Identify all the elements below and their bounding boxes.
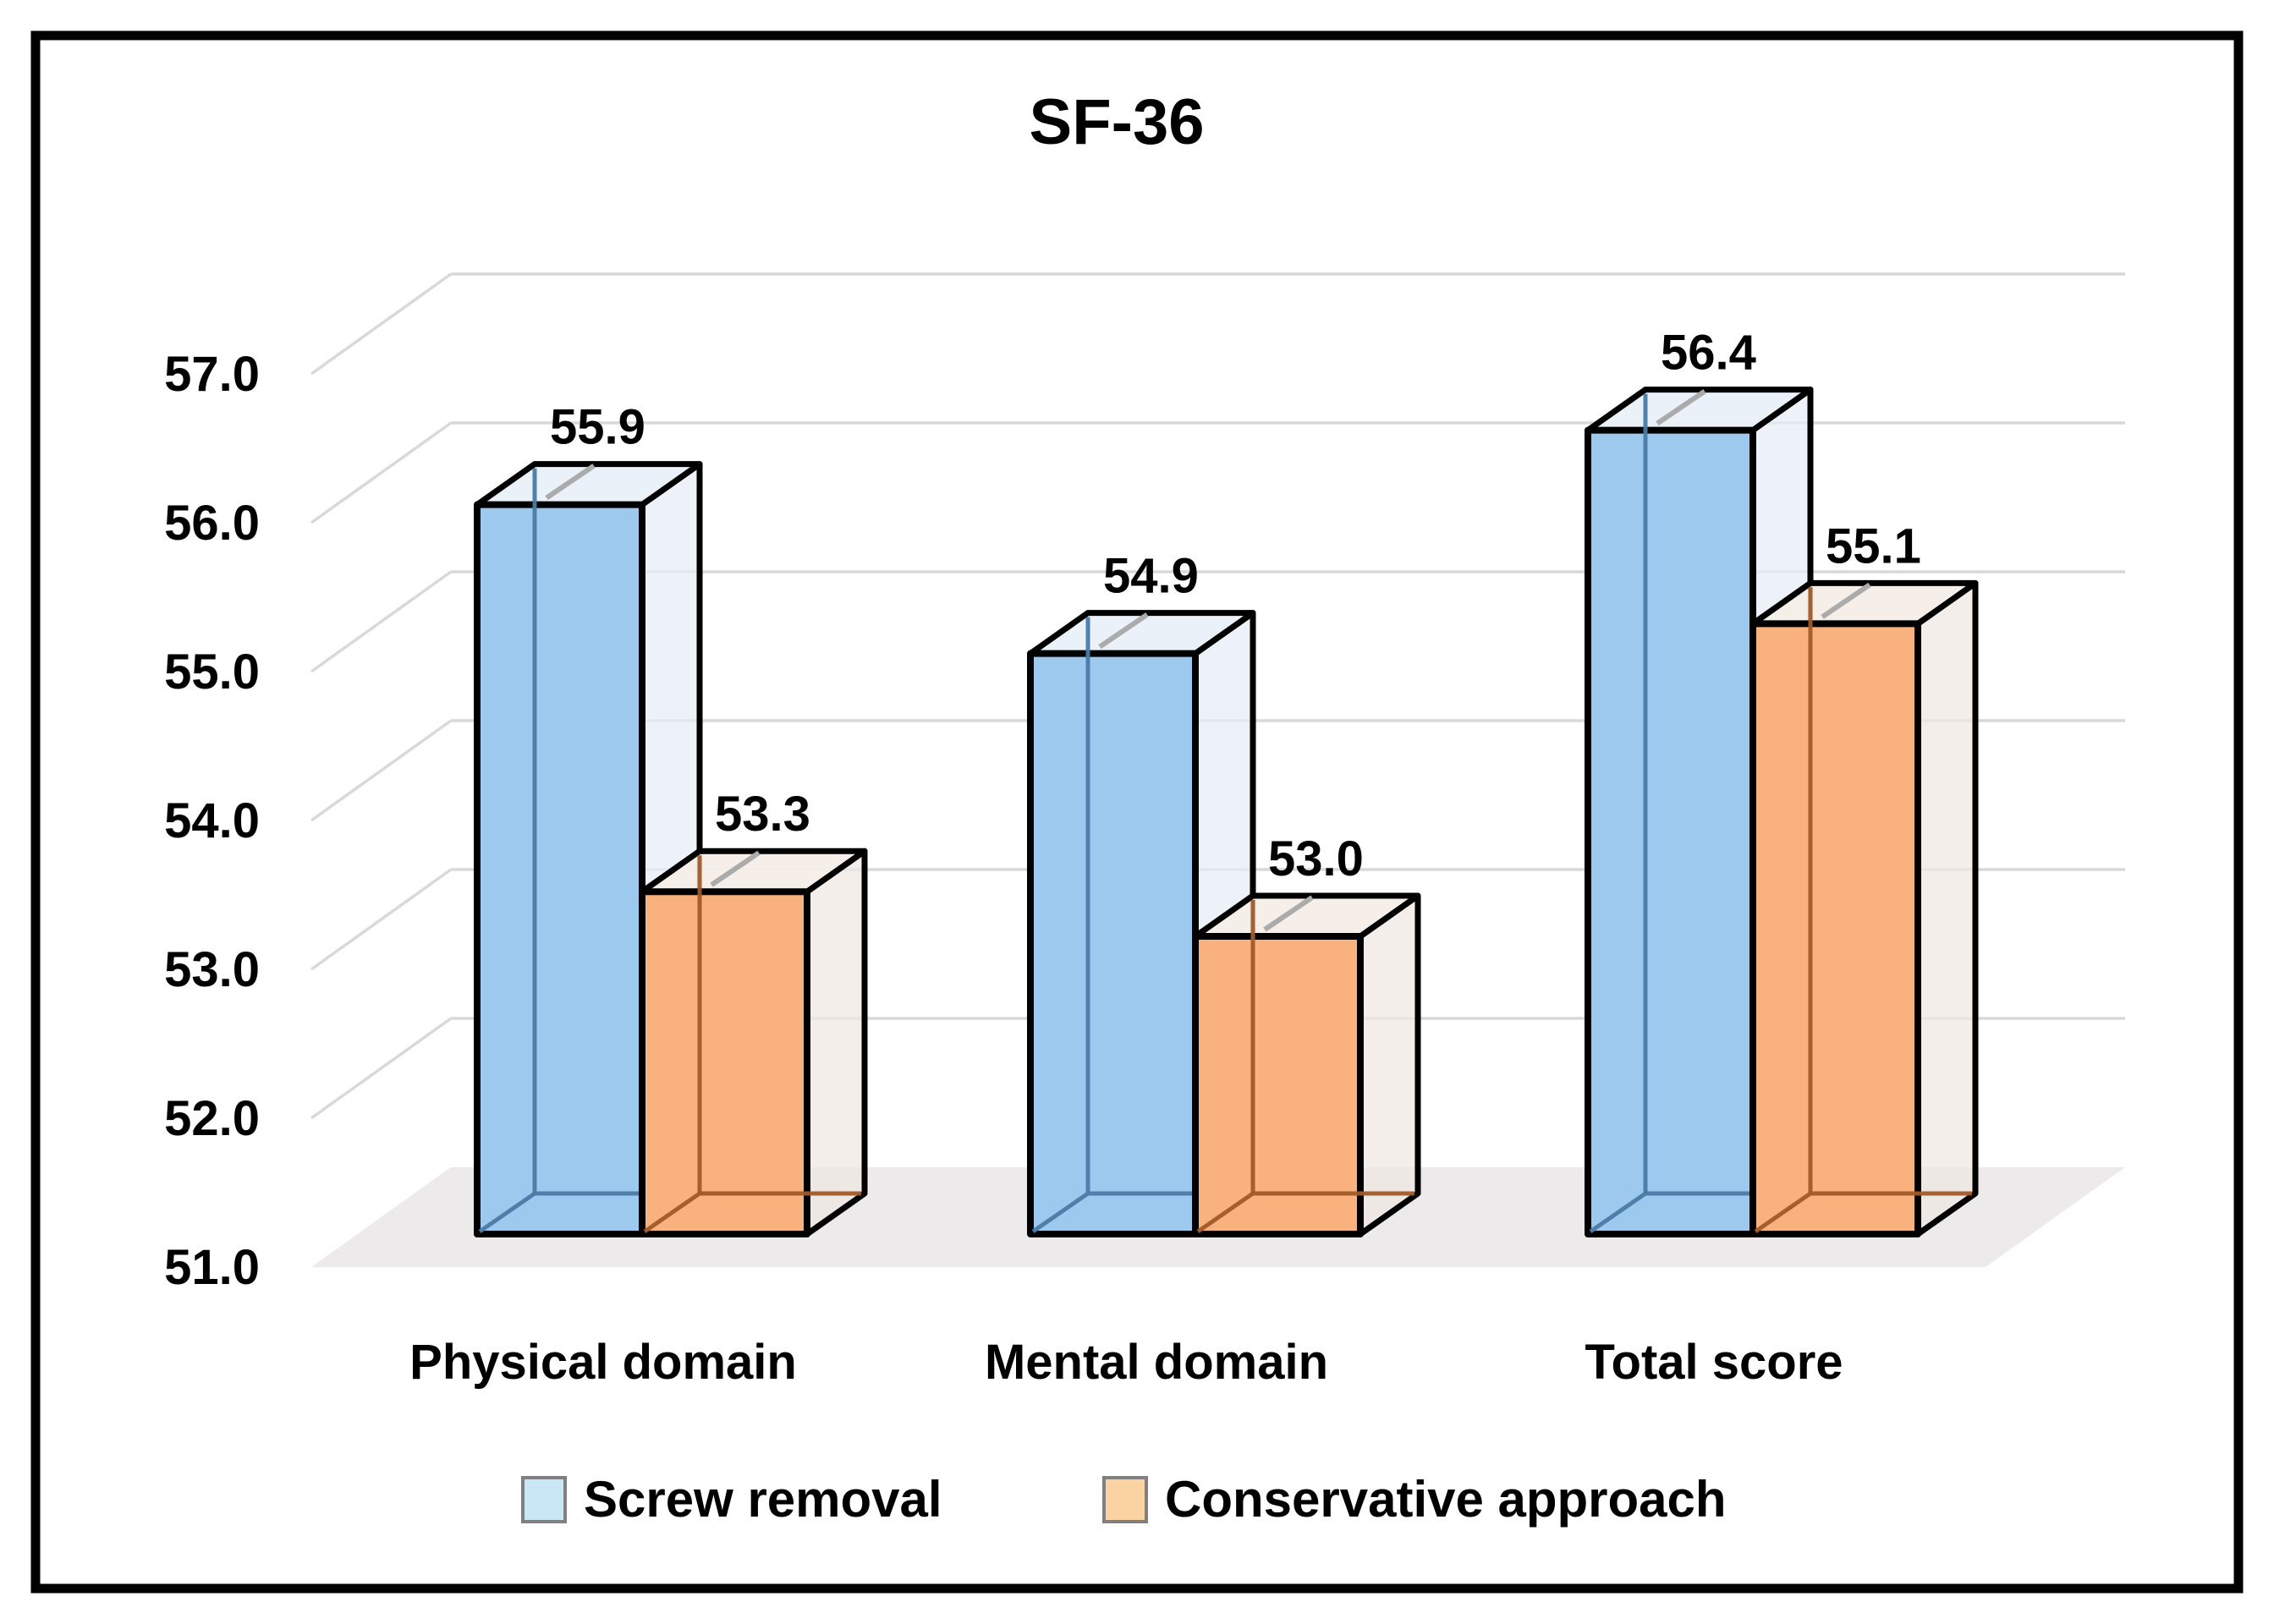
chart-border — [30, 30, 2244, 1594]
bar-top-shine — [1098, 612, 1149, 650]
grid-wall-diagonal — [310, 421, 453, 524]
bar-value-label: 55.9 — [550, 400, 645, 455]
y-tick-label: 57.0 — [164, 347, 260, 402]
bar-front-face — [1585, 426, 1756, 1238]
y-tick-label: 56.0 — [164, 496, 260, 551]
x-category-label-mental-domain: Mental domain — [985, 1335, 1328, 1390]
y-tick-label: 53.0 — [164, 942, 260, 997]
axis-labels-layer: 57.0 56.0 55.0 54.0 53.0 52.0 51.0 Physical dom… — [164, 347, 1843, 1390]
chart-title: SF-36 — [1030, 86, 1205, 158]
bar-top-shine — [1821, 582, 1871, 619]
grid-wall-diagonal — [310, 868, 453, 971]
bar-inner-bottom-diagonal — [1196, 1191, 1255, 1234]
bar-inner-bottom-diagonal — [643, 1191, 701, 1234]
bar-conservative-approach-mental-domain: 53.0 — [1192, 831, 1421, 1237]
grid-wall-diagonal — [310, 570, 453, 673]
bar-top-shine — [545, 464, 596, 501]
y-tick-label: 55.0 — [164, 645, 260, 700]
y-tick-label: 51.0 — [164, 1240, 260, 1295]
bar-front-face — [639, 888, 810, 1237]
bar-front-face — [1749, 620, 1921, 1237]
bar-screw-removal-physical-domain: 55.9 — [474, 400, 703, 1237]
bar-side-face — [1357, 892, 1421, 1237]
bar-value-label: 55.1 — [1826, 518, 1921, 573]
y-tick-label: 54.0 — [164, 793, 260, 848]
grid-wall-diagonal — [310, 719, 453, 822]
legend-label-conservative-approach: Conservative approach — [1165, 1471, 1727, 1528]
x-category-label-physical-domain: Physical domain — [409, 1335, 797, 1390]
bar-value-label: 53.3 — [715, 787, 810, 842]
legend-layer: Screw removal Conservative approach — [521, 1471, 1727, 1528]
bar-conservative-approach-total-score: 55.1 — [1749, 518, 1979, 1237]
legend-swatch-screw-removal — [521, 1476, 567, 1523]
legend-label-screw-removal: Screw removal — [584, 1471, 942, 1528]
bar-front-face — [1192, 933, 1364, 1237]
bar-value-label: 53.0 — [1268, 831, 1364, 886]
grid-wall-diagonal — [310, 1017, 453, 1120]
bar-top-shine — [1263, 895, 1314, 932]
bar-top-shine — [710, 850, 761, 887]
grid-wall-diagonal — [310, 272, 453, 376]
bar-conservative-approach-physical-domain: 53.3 — [639, 787, 868, 1237]
y-tick-label: 52.0 — [164, 1091, 260, 1146]
bars-layer: 55.9 53.3 54.9 53.0 56.4 55.1 — [474, 326, 1979, 1238]
legend-swatch-conservative-approach — [1102, 1476, 1148, 1523]
bar-inner-bottom-diagonal — [1589, 1191, 1647, 1234]
bar-inner-bottom-diagonal — [1031, 1191, 1090, 1234]
bar-top-shine — [1656, 389, 1706, 426]
bar-value-label: 56.4 — [1661, 326, 1756, 381]
bar-front-face — [474, 501, 645, 1237]
bar-inner-bottom-diagonal — [1754, 1191, 1812, 1234]
bar-inner-bottom-diagonal — [478, 1191, 536, 1234]
x-category-label-total-score: Total score — [1585, 1335, 1843, 1390]
bar-front-face — [1027, 650, 1199, 1237]
bar-side-face — [1914, 579, 1979, 1237]
bar-value-label: 54.9 — [1103, 549, 1199, 604]
bar-side-face — [804, 848, 868, 1237]
